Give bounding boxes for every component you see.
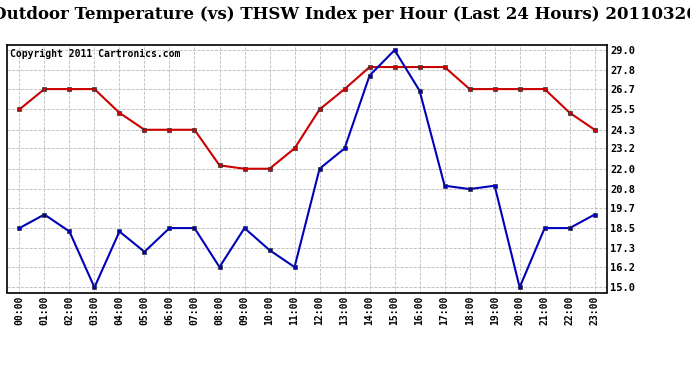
Text: Outdoor Temperature (vs) THSW Index per Hour (Last 24 Hours) 20110326: Outdoor Temperature (vs) THSW Index per …: [0, 6, 690, 22]
Text: Copyright 2011 Cartronics.com: Copyright 2011 Cartronics.com: [10, 49, 180, 59]
